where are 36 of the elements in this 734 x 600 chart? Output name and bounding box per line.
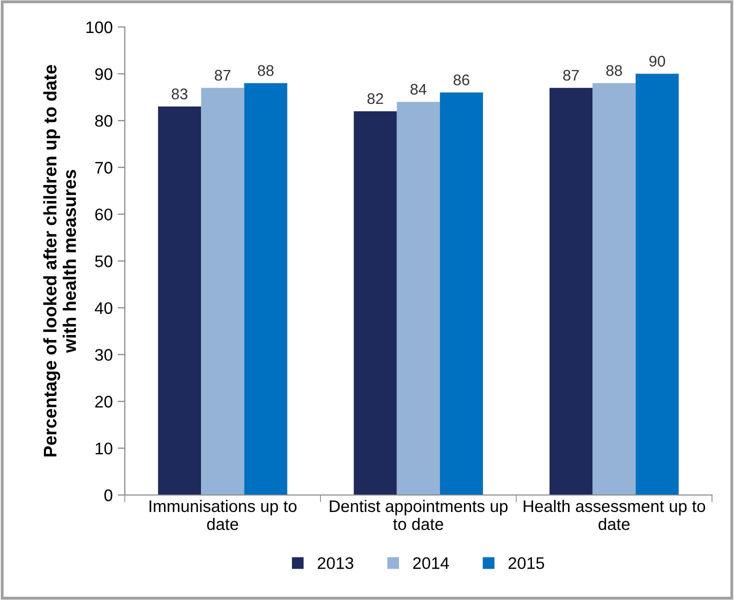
bar [396,102,440,495]
y-tick-label: 10 [96,442,112,454]
legend-label: 2015 [508,557,544,570]
bar [592,83,636,495]
y-tick-label: 20 [95,396,112,408]
bar [244,83,288,495]
x-tick-label: Health assessment up to date [524,500,706,530]
x-tick-label: Dentist appointments up to date [330,500,508,530]
y-tick-label: 100 [86,21,112,34]
bar [550,88,593,495]
bar [201,88,244,495]
y-tick-label: 30 [95,349,112,361]
bar [440,92,483,495]
data-label: 83 [172,88,188,100]
bar [636,74,679,495]
data-label: 88 [258,65,274,76]
legend-label: 2014 [413,557,449,570]
y-tick-label: 70 [95,162,112,174]
y-tick-label: 40 [94,302,112,314]
x-tick-label: Immunisations up to date [150,500,297,530]
y-axis-title: Percentage of looked after children up to date with health measures [43,64,76,456]
data-label: 87 [214,70,230,81]
bar [354,111,397,495]
y-tick-label: 50 [95,255,112,268]
data-label: 84 [410,84,426,95]
y-tick-label: 60 [95,208,112,220]
data-label: 90 [649,56,666,67]
data-label: 88 [606,65,622,76]
bar [158,106,202,495]
data-label: 86 [454,74,470,86]
data-label: 87 [563,70,579,81]
legend-label: 2013 [318,557,354,570]
data-label: 82 [367,93,384,104]
y-tick-label: 0 [104,489,112,502]
y-tick-label: 80 [95,115,112,127]
y-tick-label: 90 [95,68,112,80]
